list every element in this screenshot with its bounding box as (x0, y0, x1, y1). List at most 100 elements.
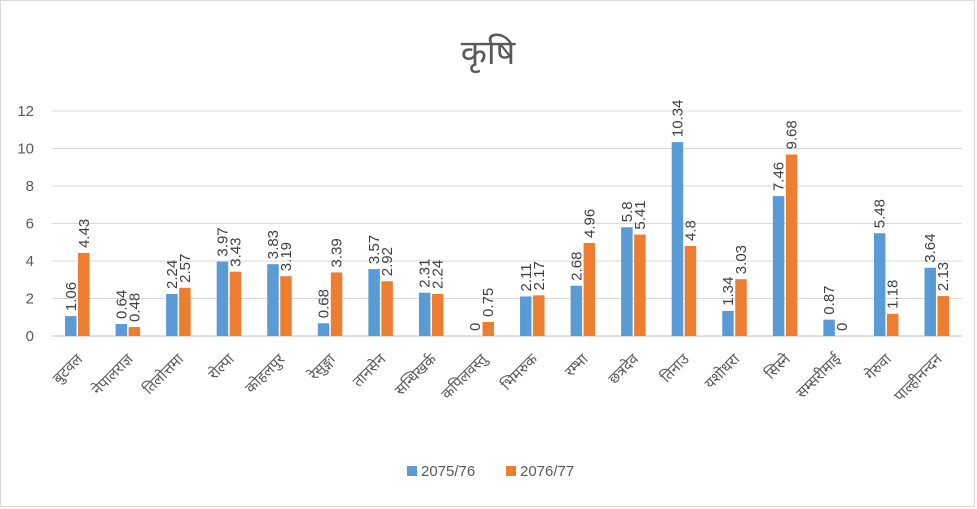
bar-series2-0 (78, 252, 90, 336)
bar-series2-7 (431, 294, 444, 336)
data-label: 0.75 (480, 288, 497, 317)
bar-series2-17 (937, 296, 949, 336)
bar-series1-4 (267, 264, 279, 336)
data-label: 4.43 (76, 219, 93, 248)
bar-series2-1 (128, 327, 141, 336)
data-label: 1.06 (63, 282, 80, 311)
x-tick-label: सन्धिखर्क (391, 350, 440, 399)
bar-series2-9 (533, 295, 545, 336)
data-label: 0 (467, 323, 484, 331)
legend[interactable]: 2075/76 2076/77 (407, 463, 574, 480)
data-label: 3.43 (227, 237, 244, 266)
bars (65, 142, 949, 336)
bar-series1-13 (722, 310, 734, 336)
data-label: 10.34 (669, 100, 686, 138)
data-label: 1.18 (885, 280, 902, 309)
bar-series1-2 (166, 294, 178, 336)
data-label: 2.24 (430, 260, 447, 289)
data-label: 3.97 (214, 227, 231, 256)
x-axis-ticks: बुटवल नेपालराज्ञ तिलोत्तमा रोल्पा कोहलपुर रेस… (49, 349, 946, 405)
bar-series2-13 (735, 279, 747, 336)
bar-series1-6 (368, 269, 380, 336)
bar-series2-4 (280, 276, 292, 336)
x-tick-label: कपिलवस्तु (438, 349, 492, 403)
x-tick-label: तानसेन (349, 350, 390, 391)
x-tick-label: कोहलपुर (242, 349, 290, 397)
bar-series2-14 (785, 154, 798, 336)
bar-series2-2 (179, 287, 191, 336)
data-label: 0.87 (821, 285, 838, 314)
data-label: 4.8 (682, 220, 699, 241)
x-tick-label: तिनाउ (657, 350, 694, 387)
bar-series2-11 (634, 234, 646, 336)
data-label: 2.24 (164, 260, 181, 289)
data-label: 2.31 (417, 258, 434, 287)
data-label: 4.96 (581, 209, 598, 238)
data-label: 1.34 (720, 277, 737, 306)
bar-series2-8 (482, 321, 494, 336)
y-tick-label: 4 (26, 253, 34, 270)
bar-series1-7 (418, 292, 431, 336)
bar-series1-0 (65, 316, 77, 336)
legend-swatch[interactable] (407, 466, 417, 476)
y-tick-label: 6 (26, 216, 34, 233)
bar-series1-17 (924, 267, 936, 336)
data-label: 9.68 (784, 120, 801, 149)
data-label: 0.64 (113, 290, 130, 319)
bar-series1-3 (216, 261, 229, 336)
y-tick-label: 0 (26, 328, 34, 345)
data-label: 5.41 (632, 200, 649, 229)
y-axis-ticks: 0 2 4 6 8 10 12 (17, 103, 34, 345)
data-label: 2.92 (379, 247, 396, 276)
bar-series1-5 (317, 323, 330, 336)
y-tick-label: 12 (17, 103, 34, 120)
x-tick-label: रम्भा (561, 349, 592, 380)
legend-swatch[interactable] (506, 466, 516, 476)
bar-series2-6 (381, 281, 393, 336)
data-label: 3.83 (265, 230, 282, 259)
y-tick-label: 2 (26, 291, 34, 308)
bar-series1-14 (772, 196, 785, 336)
x-tick-label: छत्रदेव (605, 350, 643, 388)
data-label: 0.48 (126, 293, 143, 322)
legend-item-label[interactable]: 2075/76 (421, 463, 475, 480)
x-tick-label: सम्सरीमाई (793, 349, 846, 402)
y-tick-label: 8 (26, 178, 34, 195)
x-tick-label: बुटवल (49, 350, 88, 389)
legend-item-label[interactable]: 2076/77 (520, 463, 574, 480)
data-label: 3.39 (329, 238, 346, 267)
bar-series1-12 (671, 142, 684, 336)
gridlines (52, 110, 962, 337)
x-tick-label: पाल्हीनन्दन (890, 350, 946, 406)
bar-series2-16 (886, 313, 899, 336)
bar-series2-12 (684, 246, 697, 336)
data-label: 2.13 (935, 262, 952, 291)
x-tick-label: भिमरुक (497, 350, 541, 394)
data-label: 2.57 (177, 254, 194, 283)
data-label: 7.46 (771, 162, 788, 191)
x-tick-label: रोल्पा (205, 349, 239, 383)
data-label: 3.19 (278, 242, 295, 271)
data-label: 0.68 (316, 289, 333, 318)
data-label: 3.64 (922, 234, 939, 263)
bar-series1-1 (115, 324, 128, 336)
data-label: 2.68 (568, 252, 585, 281)
x-tick-label: नेपालराज्ञ (88, 350, 137, 399)
data-label: 0 (834, 323, 851, 331)
data-label: 2.11 (518, 263, 535, 291)
x-tick-label: सिस्ने (761, 350, 794, 383)
x-tick-label: तिलोत्तमा (139, 349, 188, 398)
data-label: 3.57 (366, 235, 383, 264)
bar-series1-16 (873, 233, 886, 336)
data-labels: 1.064.430.640.482.242.573.973.43 3.833.19… (63, 100, 952, 331)
data-label: 5.8 (619, 201, 636, 222)
chart-title: कृषि (461, 33, 517, 74)
bar-series1-11 (621, 227, 633, 336)
x-tick-label: रेसुङ्गा (304, 349, 340, 385)
bar-series1-15 (823, 319, 835, 336)
bar-series2-10 (583, 243, 596, 336)
x-tick-label: गेरुवा (861, 349, 895, 383)
bar-series2-5 (330, 272, 343, 336)
